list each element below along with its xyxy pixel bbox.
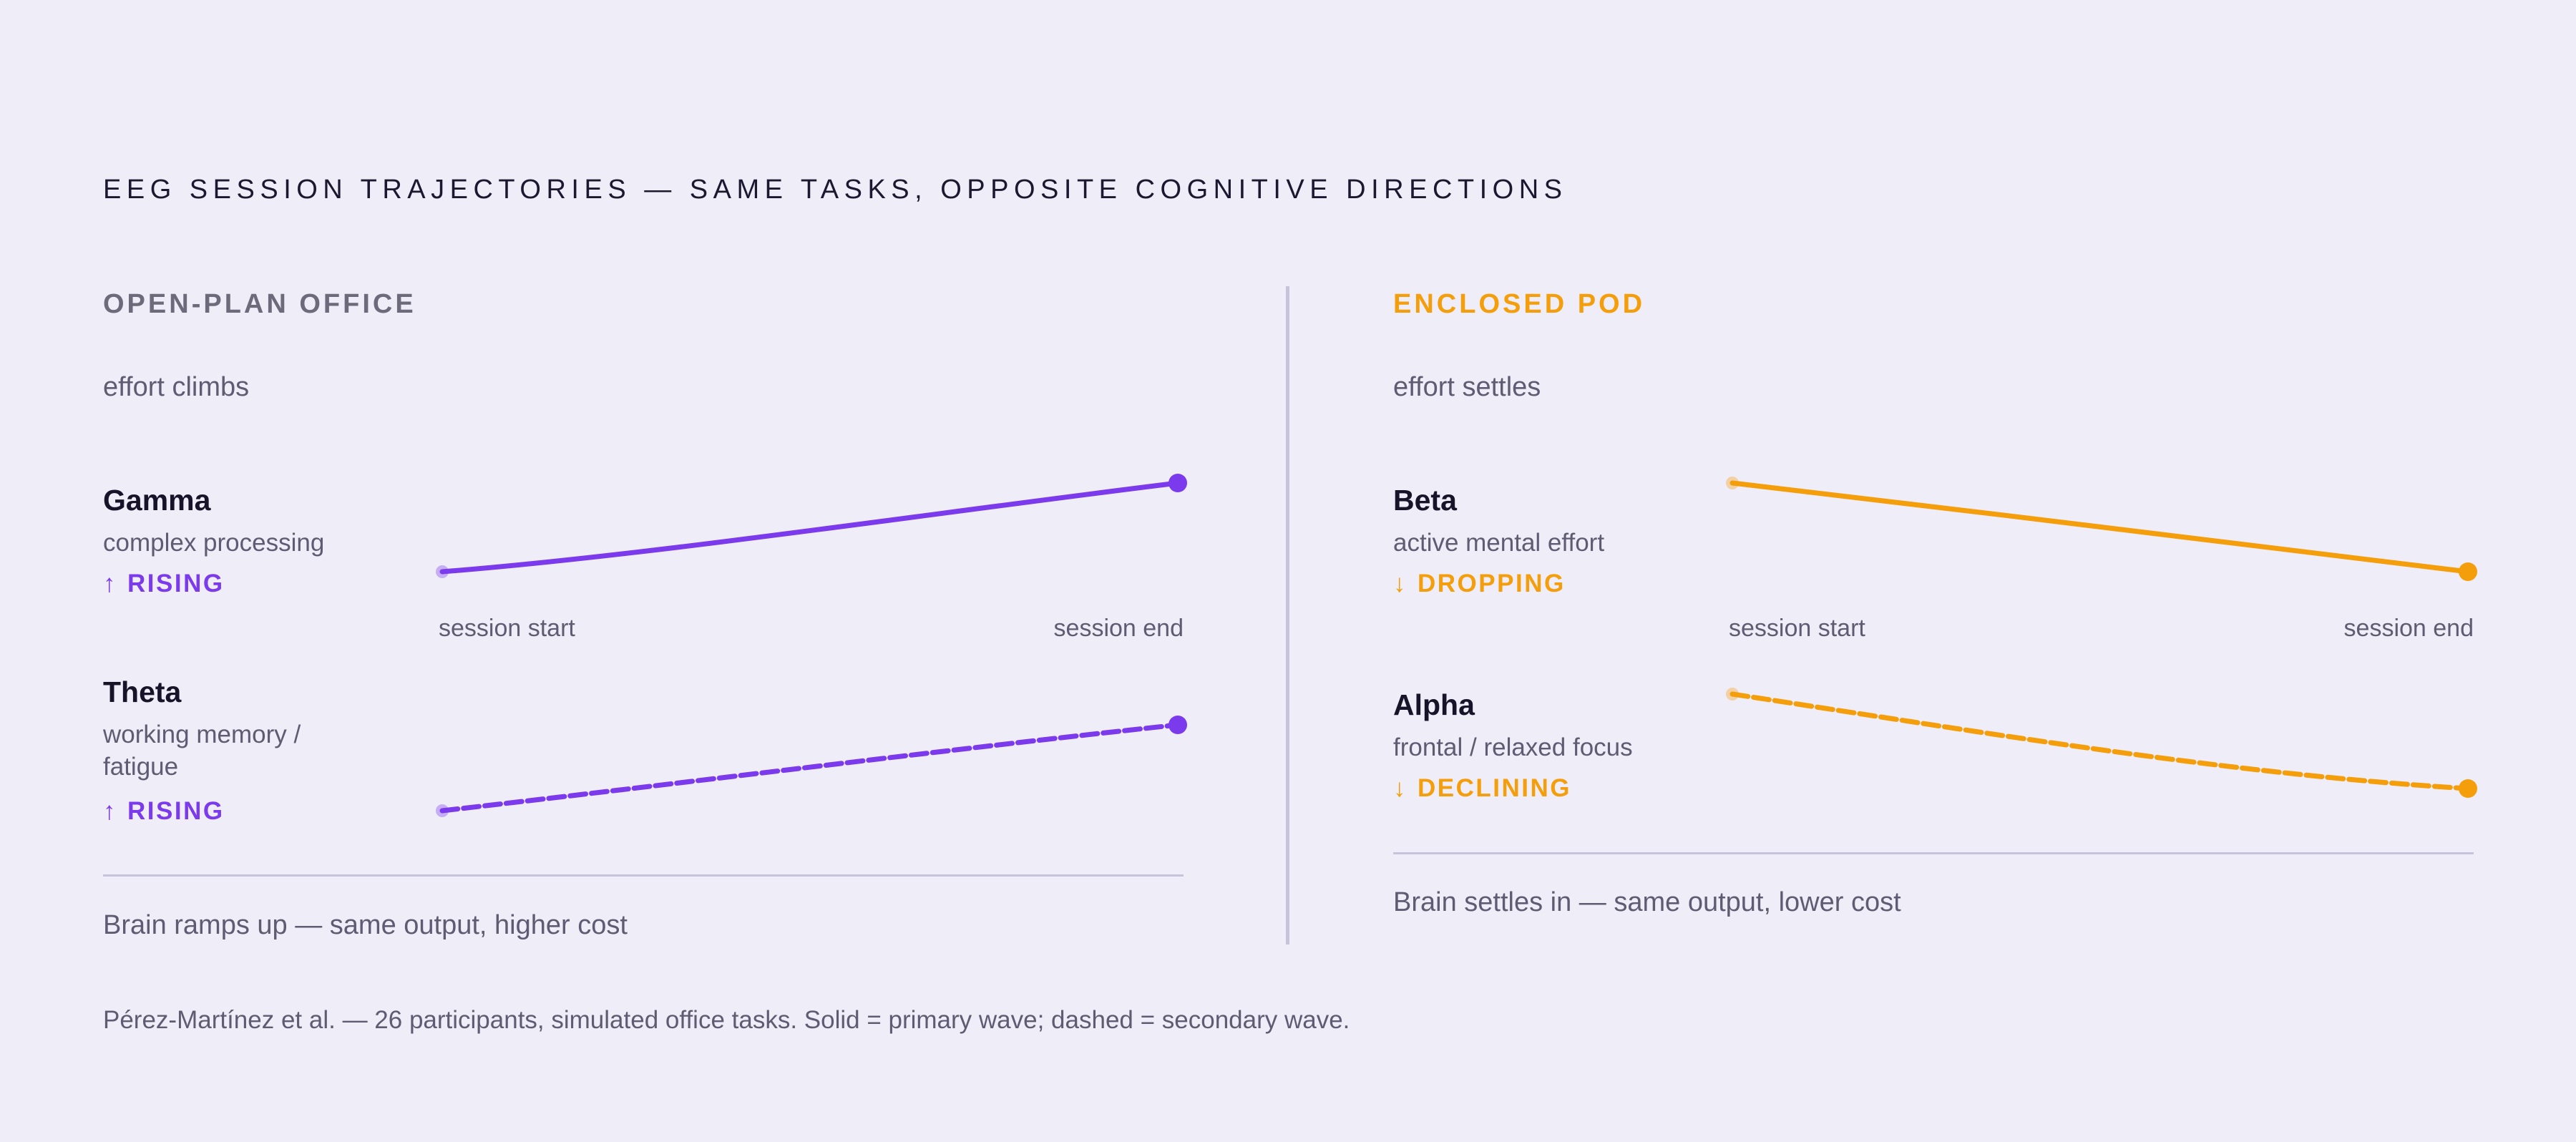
- wave-name: Beta: [1393, 484, 1457, 517]
- summary-divider: [103, 874, 1184, 877]
- trend-badge: ↓ DROPPING: [1393, 570, 1566, 598]
- theta-line-chart: [436, 716, 1187, 817]
- beta-line-chart: [1726, 477, 2477, 581]
- wave-description: frontal / relaxed focus: [1393, 733, 1633, 761]
- footnote: Pérez-Martínez et al. — 26 participants,…: [103, 1006, 1350, 1034]
- trend-label: RISING: [127, 570, 225, 597]
- wave-description: complex processing: [103, 529, 325, 557]
- trend-badge: ↑ RISING: [103, 570, 225, 598]
- trend-label: RISING: [127, 797, 225, 825]
- wave-name: Alpha: [1393, 688, 1475, 721]
- end-point: [2459, 562, 2477, 581]
- panel-title: OPEN-PLAN OFFICE: [103, 289, 416, 319]
- beta-series-line: [1729, 480, 2471, 575]
- panel-summary: Brain ramps up — same output, higher cos…: [103, 910, 628, 940]
- alpha-series-line: [1729, 691, 2471, 791]
- end-point: [2459, 779, 2477, 798]
- panel-summary: Brain settles in — same output, lower co…: [1393, 887, 1901, 917]
- panel-subtitle: effort settles: [1393, 372, 1541, 402]
- wave-name: Theta: [103, 675, 182, 708]
- theta-series-line: [439, 722, 1181, 814]
- panel-open-plan: OPEN-PLAN OFFICE effort climbs Gamma com…: [103, 0, 1187, 1002]
- trend-badge: ↓ DECLINING: [1393, 774, 1571, 803]
- arrow-down-icon: ↓: [1393, 774, 1407, 802]
- gamma-series-line: [439, 480, 1181, 575]
- arrow-up-icon: ↑: [103, 797, 117, 825]
- x-axis-end-label: session end: [2343, 615, 2474, 642]
- arrow-up-icon: ↑: [103, 570, 117, 597]
- gamma-line-chart: [436, 474, 1187, 578]
- arrow-down-icon: ↓: [1393, 570, 1407, 597]
- chart-title: EEG SESSION TRAJECTORIES — SAME TASKS, O…: [103, 175, 1568, 205]
- end-point: [1169, 716, 1187, 734]
- x-axis-start-label: session start: [439, 615, 575, 642]
- panel-title: ENCLOSED POD: [1393, 289, 1646, 319]
- wave-description: active mental effort: [1393, 529, 1605, 557]
- trend-label: DROPPING: [1418, 570, 1566, 597]
- alpha-line-chart: [1726, 688, 2477, 798]
- panel-subtitle: effort climbs: [103, 372, 250, 402]
- end-point: [1169, 474, 1187, 492]
- wave-description: working memory / fatigue: [103, 721, 301, 781]
- trend-badge: ↑ RISING: [103, 797, 225, 826]
- panel-enclosed-pod: ENCLOSED POD effort settles Beta active …: [1393, 0, 2477, 1002]
- x-axis-end-label: session end: [1053, 615, 1184, 642]
- wave-name: Gamma: [103, 484, 211, 517]
- summary-divider: [1393, 852, 2474, 854]
- panel-divider: [1286, 286, 1289, 945]
- trend-label: DECLINING: [1418, 774, 1571, 802]
- x-axis-start-label: session start: [1729, 615, 1865, 642]
